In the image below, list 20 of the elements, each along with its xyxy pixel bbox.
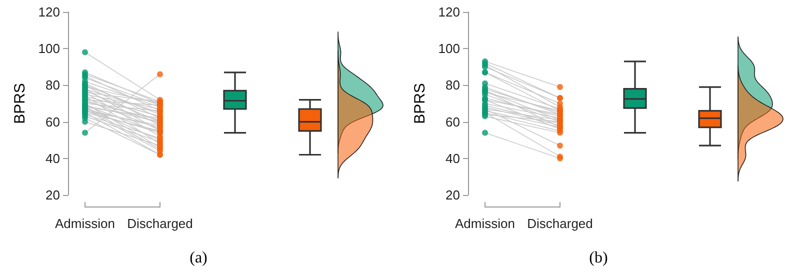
text: (a): [190, 250, 208, 266]
y-axis-title: BPRS: [411, 83, 428, 124]
y-tick-label: 20: [446, 188, 460, 202]
x-tick-label: Discharged: [127, 216, 193, 231]
y-tick-label: 120: [38, 4, 60, 20]
y-tick-label: 100: [38, 41, 60, 56]
y-tick-label: 80: [446, 78, 460, 93]
y-tick-label: 120: [438, 4, 460, 20]
y-tick-label: 20: [46, 188, 60, 202]
text: (b): [589, 250, 608, 266]
x-tick-label: Admission: [55, 216, 115, 231]
y-axis-title: BPRS: [11, 83, 28, 124]
y-tick-label: 60: [46, 114, 60, 130]
y-tick-label: 40: [46, 150, 60, 166]
y-tick-label: 40: [446, 150, 460, 166]
x-tick-label: Admission: [455, 216, 515, 231]
x-tick-label: Discharged: [527, 216, 593, 231]
y-tick-label: 60: [446, 114, 460, 130]
y-tick-label: 100: [438, 41, 460, 56]
y-tick-label: 80: [46, 78, 60, 93]
